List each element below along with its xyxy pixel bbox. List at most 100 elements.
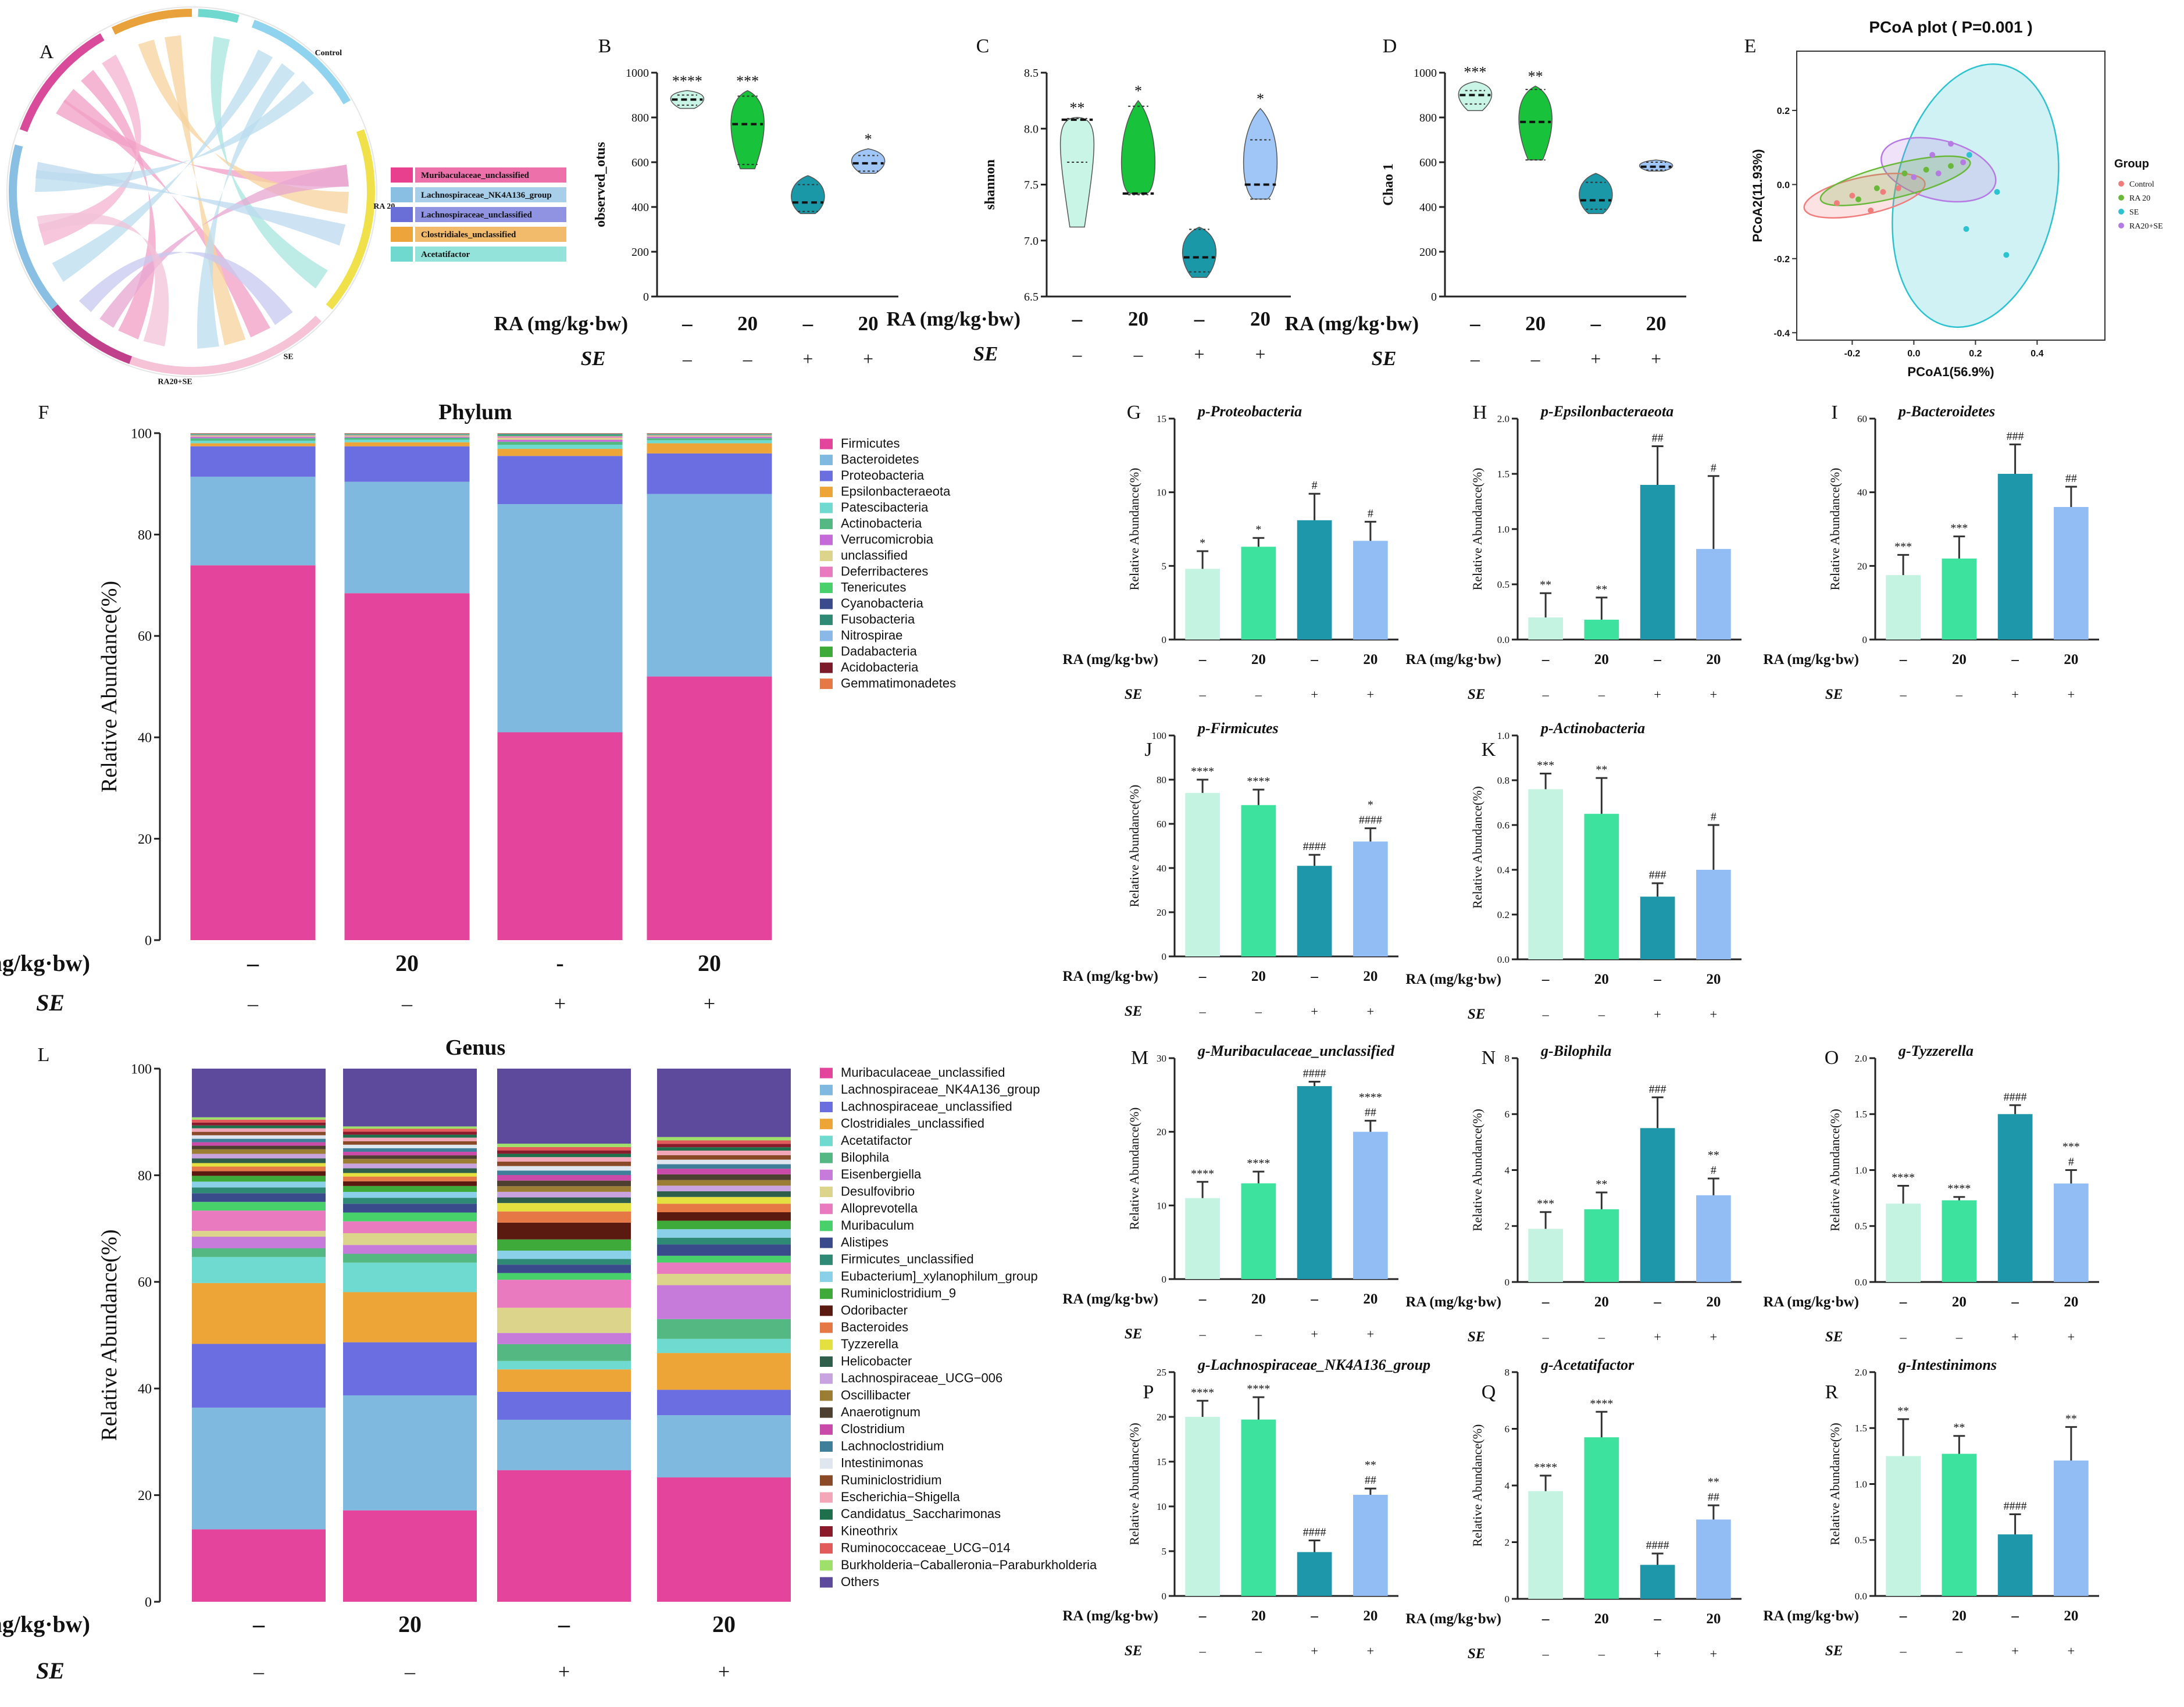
y-tick-label: 0 — [1862, 634, 1868, 645]
legend-entry-2: Proteobacteria — [841, 468, 925, 483]
legend-marker-3 — [2118, 223, 2124, 228]
ra-value-3: 20 — [1363, 652, 1378, 667]
stack-segment-3-25 — [657, 1151, 791, 1155]
stack-segment-0-1 — [190, 476, 316, 566]
legend-entry-27: Kineothrix — [841, 1523, 898, 1538]
stack-segment-2-24 — [497, 1161, 631, 1166]
chart-title: g-Acetatifactor — [1540, 1356, 1635, 1373]
ra-value-0: – — [1899, 1294, 1907, 1310]
stack-segment-1-12 — [343, 1192, 477, 1198]
stack-segment-0-27 — [192, 1122, 326, 1126]
se-value-1: – — [1598, 1007, 1605, 1022]
ra-value-0: – — [1899, 652, 1907, 667]
point-0-3 — [1880, 189, 1886, 195]
stack-segment-1-29 — [343, 1126, 477, 1129]
se-value-3: + — [1367, 1644, 1375, 1658]
stack-segment-0-15 — [192, 1166, 326, 1172]
chart-title: PCoA plot ( P=0.001 ) — [1869, 18, 2032, 36]
se-axis-label: SE — [1125, 1326, 1143, 1342]
legend-entry-13: Dadabacteria — [841, 644, 918, 659]
se-value-2: + — [1654, 687, 1661, 702]
panel-letter-i: I — [1831, 402, 1837, 423]
y-tick-label: 80 — [138, 1169, 152, 1184]
violin-2 — [1182, 226, 1217, 278]
legend-swatch-10 — [820, 598, 833, 609]
panel-letters: A B C D E F G H I J K L M N O P Q R — [38, 35, 1839, 1403]
y-tick-label: 60 — [138, 1275, 152, 1290]
violin-3 — [851, 148, 886, 174]
y-tick-label: 2.0 — [1855, 1367, 1867, 1378]
bar-1 — [1942, 1454, 1977, 1596]
chart-title: Phylum — [438, 400, 512, 424]
ra-value-0: – — [1469, 312, 1480, 335]
y-axis-title: Relative Abundance(%) — [1127, 1423, 1141, 1545]
se-value-3: + — [2068, 687, 2075, 702]
panel-letter-e: E — [1744, 35, 1757, 57]
legend-swatch-5 — [820, 1152, 833, 1163]
bar-3 — [2054, 1183, 2089, 1282]
bar-0 — [1886, 575, 1921, 640]
x-tick-label: 0.0 — [1907, 349, 1920, 359]
significance-top-1: **** — [1247, 1157, 1270, 1170]
panel-letter-o: O — [1825, 1047, 1839, 1069]
panel-j-bar: 0 20 40 60 80 100 Relative Abundance(%) p-Firmi… — [1062, 720, 1398, 1019]
stack-segment-2-1 — [497, 504, 623, 733]
y-tick-label: 400 — [631, 201, 649, 214]
chord-legend-label-3: Clostridiales_unclassified — [421, 230, 516, 240]
stack-segment-3-16 — [657, 1197, 791, 1204]
panel-e-pcoa-scatter: -0.2 0.0 0.2 0.4 -0.4 -0.2 0.0 0.2 PCoA plot ( P… — [1750, 18, 2163, 379]
chord-legend-swatch-3 — [391, 227, 413, 242]
y-tick-label: 5 — [1162, 560, 1167, 572]
plot-frame — [1796, 51, 2106, 341]
stack-segment-3-30 — [657, 1069, 791, 1137]
stack-segment-2-30 — [497, 1069, 631, 1144]
bar-2 — [1297, 1086, 1332, 1279]
bar-2 — [1640, 1565, 1675, 1599]
se-value-0: – — [1470, 349, 1480, 369]
se-value-0: – — [1072, 344, 1082, 365]
stack-segment-2-26 — [497, 1154, 631, 1158]
ra-axis-label: RA (mg/kg·bw) — [0, 950, 90, 976]
y-tick-label: 20 — [138, 832, 152, 847]
bar-0 — [1185, 569, 1220, 640]
significance-3: * — [1257, 91, 1264, 108]
legend-entry-7: unclassified — [841, 548, 908, 563]
panel-r-bar: 0.0 0.5 1.0 1.5 2.0 Relative Abundance(%) g-In… — [1763, 1356, 2099, 1659]
legend-entry-1: Lachnospiraceae_NK4A136_group — [841, 1082, 1040, 1097]
se-value-2: + — [554, 992, 566, 1015]
se-value-1: – — [1598, 687, 1605, 702]
significance-top-0: *** — [1894, 540, 1912, 553]
se-axis-label: SE — [1825, 687, 1843, 702]
panel-letter-p: P — [1143, 1381, 1154, 1403]
legend-entry-7: Desulfovibrio — [841, 1184, 915, 1198]
legend-swatch-13 — [820, 1288, 833, 1299]
stack-segment-0-19 — [192, 1149, 326, 1154]
x-axis-title: PCoA1(56.9%) — [1907, 365, 1994, 379]
ra-axis-label: RA (mg/kg·bw) — [1405, 972, 1501, 987]
bar-3 — [1353, 1494, 1388, 1596]
chart-title: Genus — [445, 1035, 505, 1060]
panel-m-bar: 0 10 20 30 Relative Abundance(%) g-Muribacula… — [1062, 1042, 1398, 1342]
se-value-0: – — [1199, 1327, 1207, 1341]
se-value-1: – — [1530, 349, 1540, 369]
ra-value-1: 20 — [1952, 1294, 1967, 1310]
chart-title: g-Intestinimons — [1898, 1356, 1997, 1373]
legend-swatch-29 — [820, 1560, 833, 1571]
stack-segment-0-2 — [190, 446, 316, 477]
y-tick-label: 20 — [1857, 560, 1867, 572]
se-value-2: + — [2011, 1644, 2019, 1658]
y-axis-title: Relative Abundance(%) — [1127, 1108, 1141, 1230]
se-value-0: – — [1900, 1644, 1907, 1658]
ra-value-0: – — [1541, 972, 1550, 987]
panel-letter-l: L — [38, 1044, 50, 1066]
ra-value-3: 20 — [2064, 1608, 2078, 1624]
chart-title: g-Lachnospiraceae_NK4A136_group — [1197, 1356, 1430, 1373]
stack-segment-0-17 — [192, 1158, 326, 1163]
legend-entry-6: Eisenbergiella — [841, 1167, 922, 1181]
legend-swatch-0 — [820, 1067, 833, 1079]
significance-top-1: **** — [1947, 1183, 1971, 1195]
se-value-3: + — [1367, 687, 1375, 702]
significance-0: **** — [672, 73, 702, 90]
